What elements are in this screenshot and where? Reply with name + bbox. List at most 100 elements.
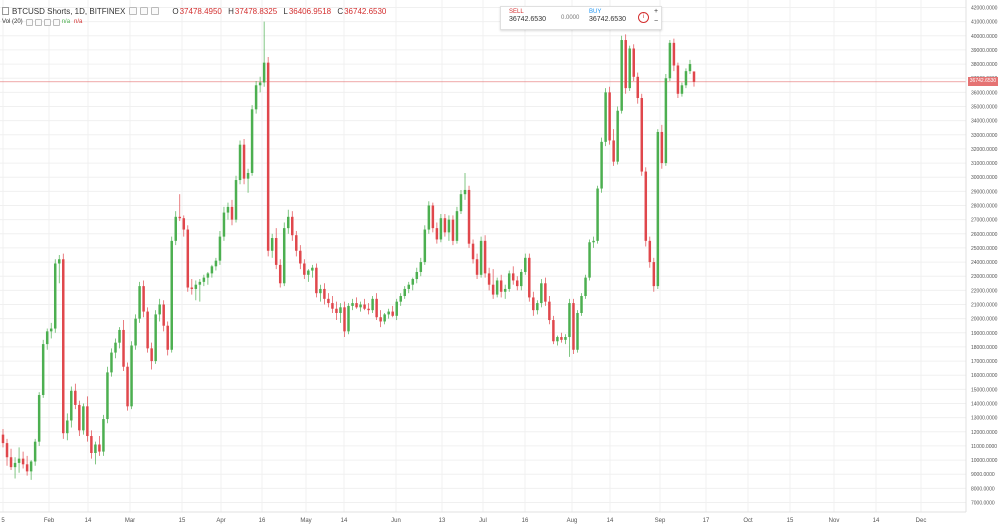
y-tick-label: 27000.0000 [971,218,998,224]
candle-body [9,457,13,468]
candle-body [146,311,149,349]
volume-label[interactable]: Vol (20) [2,19,23,25]
candle-body [616,110,619,162]
candle-body [315,267,318,294]
candle-body [331,303,334,309]
ohlc-values: O37478.4950 H37478.8325 L36406.9518 C367… [168,7,386,16]
candle-body [210,266,214,274]
volume-more-button[interactable] [52,18,60,26]
candle-body [150,348,153,362]
minus-icon[interactable]: − [654,18,659,25]
candle-body [286,216,290,229]
candle-body [443,218,447,233]
sell-button[interactable]: SELL 36742.6530 [509,9,546,23]
info-icon[interactable]: i [638,12,649,23]
y-tick-label: 29000.0000 [971,189,998,195]
candle-body [303,263,306,275]
symbol-title[interactable]: BTCUSD Shorts, 1D, BITFINEX [12,6,126,16]
volume-close-button[interactable] [43,18,51,26]
candle-body [174,216,177,241]
candle-body [323,288,326,299]
candle-body [154,314,157,362]
candle-body [375,298,378,318]
candle-body [692,71,696,82]
y-tick-label: 11000.0000 [971,444,997,450]
y-tick-label: 25000.0000 [971,246,998,252]
candle-body [491,284,495,295]
y-tick-label: 24000.0000 [971,260,998,266]
y-tick-label: 12000.0000 [971,430,998,436]
candle-body [391,311,394,316]
candle-body [672,42,676,66]
candle-body [86,406,89,437]
ohlc-high-value: 37478.8325 [234,6,278,16]
candle-body [291,216,294,236]
candle-body [57,259,61,264]
plus-icon[interactable]: + [654,8,659,15]
candle-body [395,301,398,316]
candle-body [688,64,692,72]
candle-body [206,273,210,278]
candle-body [90,436,93,453]
candle-body [580,296,583,313]
x-tick-label: Dec [916,518,927,524]
candle-body [423,229,427,263]
candle-body [387,311,390,315]
volume-hide-button[interactable] [34,18,42,26]
price-axis: 42000.0000 41000.0000 40000.0000 39000.0000… [971,6,998,507]
hide-button[interactable] [140,7,149,15]
candle-body [363,304,366,309]
candle-body [198,281,202,285]
candle-body [222,212,226,237]
volume-value-2: n/a [74,19,83,25]
buy-button[interactable]: BUY 36742.6530 [589,9,626,23]
trading-panel: SELL 36742.6530 0.0000 BUY 36742.6530 i … [500,6,662,30]
candle-body [596,188,599,241]
candle-body [435,228,439,240]
candle-body [98,444,101,452]
y-tick-label: 18000.0000 [971,345,998,351]
close-button[interactable] [151,7,160,15]
y-tick-label: 35000.0000 [971,105,998,111]
candle-body [676,65,680,94]
candle-body [339,307,342,313]
x-tick-label: Apr [216,518,225,524]
y-tick-label: 41000.0000 [971,20,998,26]
candle-body [82,406,85,431]
candle-body [680,85,684,94]
x-tick-label: Feb [44,518,55,524]
y-tick-label: 33000.0000 [971,133,998,139]
spread-value: 0.0000 [561,15,580,21]
y-tick-label: 20000.0000 [971,317,998,323]
candle-body [258,82,262,86]
x-tick-label: Jul [479,518,487,524]
volume-settings-button[interactable] [25,18,33,26]
y-tick-label: 17000.0000 [971,359,998,365]
x-tick-label: 14 [873,518,880,524]
y-tick-label: 32000.0000 [971,147,998,153]
candle-body [33,441,37,462]
candle-body [166,325,169,350]
candle-body [359,304,362,308]
candle-body [608,92,611,141]
y-tick-label: 26000.0000 [971,232,998,238]
x-tick-label: Mar [125,518,135,524]
candle-body [640,98,644,172]
candle-body [684,71,688,86]
ohlc-close-value: 36742.6530 [344,6,387,16]
x-tick-label: 14 [341,518,348,524]
x-tick-label: Nov [829,518,840,524]
candle-body [230,206,234,220]
sell-price: 36742.6530 [509,16,546,23]
candle-body [1,434,5,444]
candle-body [620,40,623,111]
candle-body [114,342,117,353]
candle-body [266,62,270,251]
candle-body [45,331,49,345]
ohlc-open-value: 37478.4950 [179,6,222,16]
settings-button[interactable] [129,7,138,15]
candle-body [584,277,587,297]
candle-body [178,216,182,219]
